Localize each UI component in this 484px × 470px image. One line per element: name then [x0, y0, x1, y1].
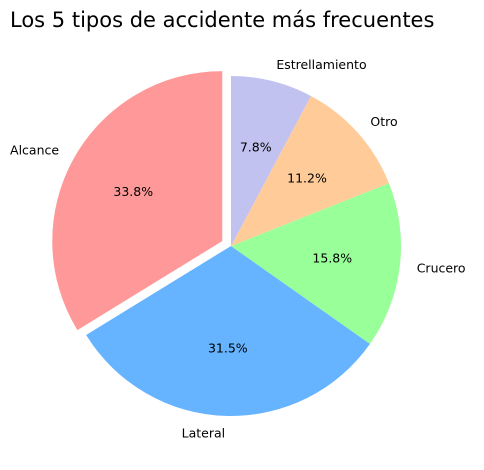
slice-pct-estrellamiento: 7.8% [240, 140, 272, 155]
slice-pct-otro: 11.2% [287, 171, 327, 186]
slice-label-otro: Otro [370, 114, 397, 129]
pie-slice-otro [231, 95, 389, 246]
slice-label-lateral: Lateral [182, 425, 226, 440]
pie-labels: Alcance 33.8% Lateral 31.5% Crucero 15.8% Otro… [10, 57, 466, 440]
slice-pct-alcance: 33.8% [113, 184, 153, 199]
slice-label-alcance: Alcance [10, 142, 59, 157]
slice-pct-lateral: 31.5% [208, 340, 248, 355]
pie-slice-estrellamiento [231, 76, 311, 246]
slice-label-estrellamiento: Estrellamiento [276, 57, 366, 72]
pie-slices [52, 71, 401, 417]
pie-slice-crucero [231, 183, 401, 344]
slice-pct-crucero: 15.8% [312, 250, 352, 265]
pie-slice-alcance [52, 71, 223, 331]
pie-slice-lateral [86, 246, 370, 417]
chart-title: Los 5 tipos de accidente más frecuentes [10, 8, 434, 32]
slice-label-crucero: Crucero [417, 260, 466, 275]
